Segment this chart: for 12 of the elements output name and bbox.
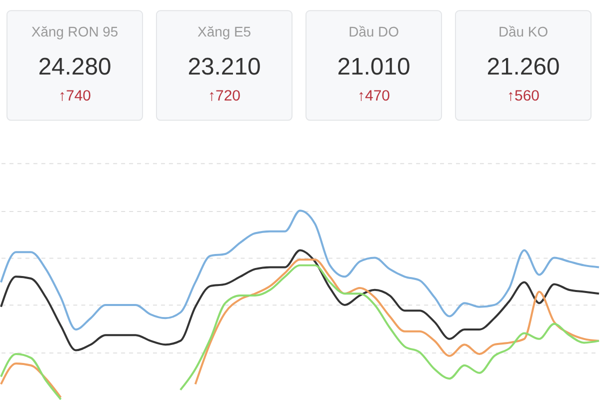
text: 23.210 — [188, 53, 261, 80]
text: ↑740 — [58, 87, 91, 104]
text: 24.280 — [38, 53, 112, 80]
text: Dầu KO — [498, 24, 548, 40]
text: ↑720 — [208, 87, 240, 104]
text: Xăng E5 — [198, 24, 252, 40]
text: 21.260 — [486, 53, 560, 80]
text: ↑560 — [507, 87, 540, 104]
text: Xăng RON 95 — [31, 24, 118, 40]
text: ↑470 — [358, 87, 390, 104]
text: 21.010 — [337, 53, 410, 80]
text: Dầu DO — [348, 24, 400, 40]
